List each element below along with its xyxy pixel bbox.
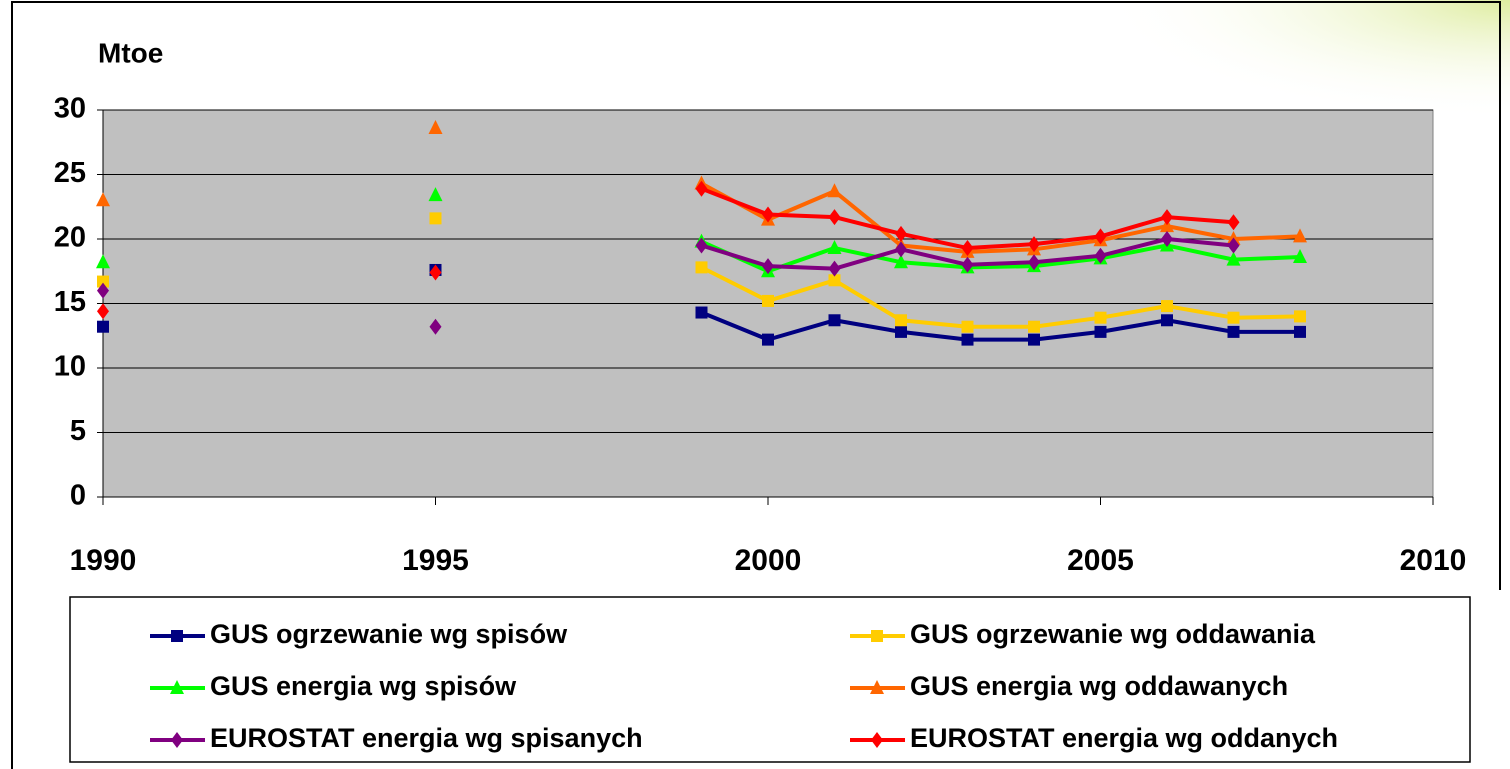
data-point — [762, 206, 774, 223]
data-point — [429, 264, 442, 281]
data-point — [695, 237, 708, 254]
data-point — [695, 306, 708, 319]
legend-marker — [870, 680, 884, 694]
data-point — [827, 240, 842, 255]
data-point — [1227, 325, 1240, 338]
data-point — [1028, 320, 1040, 333]
legend-marker — [171, 630, 183, 642]
data-point — [96, 192, 110, 207]
data-point — [961, 320, 974, 333]
legend-marker — [871, 630, 883, 642]
data-point — [1227, 214, 1240, 231]
data-point — [828, 209, 841, 226]
data-point — [961, 333, 974, 346]
data-point — [1294, 325, 1306, 338]
data-point — [1294, 310, 1306, 323]
data-point — [1028, 236, 1040, 253]
data-point — [429, 318, 442, 335]
data-point — [1028, 254, 1040, 271]
data-point — [1094, 325, 1107, 338]
y-tick-label: 30 — [54, 93, 86, 125]
x-tick-label: 2010 — [1400, 544, 1467, 577]
legend-label: EUROSTAT energia wg oddanych — [910, 723, 1338, 753]
data-point — [1094, 247, 1107, 264]
data-point — [762, 333, 774, 346]
y-tick-label: 20 — [54, 222, 86, 254]
legend-label: GUS ogrzewanie wg spisów — [210, 619, 568, 649]
data-point — [97, 275, 109, 288]
data-point — [97, 320, 109, 333]
data-point — [1226, 251, 1241, 266]
series-line — [700, 181, 1301, 254]
data-point — [1028, 333, 1040, 346]
series-line — [700, 239, 1301, 274]
x-tick-label: 2000 — [735, 544, 802, 577]
data-point — [97, 303, 109, 320]
data-point — [762, 294, 774, 307]
background-glow — [1100, 0, 1510, 120]
data-point — [1227, 311, 1240, 324]
data-point — [828, 314, 841, 327]
data-point — [827, 183, 842, 198]
y-axis-label: Mtoe — [98, 37, 163, 68]
data-point — [828, 274, 841, 287]
data-point — [695, 180, 708, 197]
data-point — [894, 254, 908, 269]
y-tick-label: 5 — [70, 415, 86, 447]
x-tick-label: 2005 — [1067, 544, 1134, 577]
legend — [69, 596, 1471, 763]
legend-marker — [871, 732, 883, 748]
data-point — [895, 241, 907, 258]
data-point — [1094, 311, 1107, 324]
data-point — [1293, 249, 1307, 264]
y-tick-label: 25 — [54, 157, 86, 189]
data-point — [828, 260, 841, 277]
legend-marker — [170, 680, 184, 694]
y-tick-label: 10 — [54, 351, 86, 383]
x-tick-label: 1990 — [70, 544, 137, 577]
y-tick-label: 0 — [70, 480, 86, 512]
data-point — [1161, 231, 1173, 247]
legend-label: GUS energia wg oddawanych — [910, 671, 1288, 701]
data-point — [96, 254, 110, 269]
data-point — [1161, 314, 1173, 327]
data-point — [97, 282, 109, 299]
data-point — [762, 258, 774, 275]
data-point — [961, 240, 974, 257]
data-point — [895, 314, 907, 327]
data-point — [428, 120, 443, 135]
legend-label: GUS energia wg spisów — [210, 671, 517, 701]
data-point — [895, 225, 907, 242]
x-tick-label: 1995 — [402, 544, 469, 577]
data-point — [428, 187, 443, 202]
data-point — [961, 256, 974, 273]
data-point — [1161, 300, 1173, 313]
data-point — [1094, 228, 1107, 245]
legend-label: EUROSTAT energia wg spisanych — [210, 723, 643, 753]
legend-label: GUS ogrzewanie wg oddawania — [910, 619, 1316, 649]
data-point — [1293, 228, 1307, 243]
data-point — [1227, 237, 1240, 254]
chart-frame — [11, 1, 1501, 769]
legend-marker — [171, 732, 183, 748]
series-line — [700, 310, 1300, 342]
data-point — [1161, 209, 1173, 226]
data-point — [695, 261, 708, 274]
series-line — [700, 265, 1301, 329]
y-tick-label: 15 — [54, 286, 86, 318]
data-point — [429, 212, 442, 225]
data-point — [895, 325, 907, 338]
data-point — [1160, 218, 1174, 233]
